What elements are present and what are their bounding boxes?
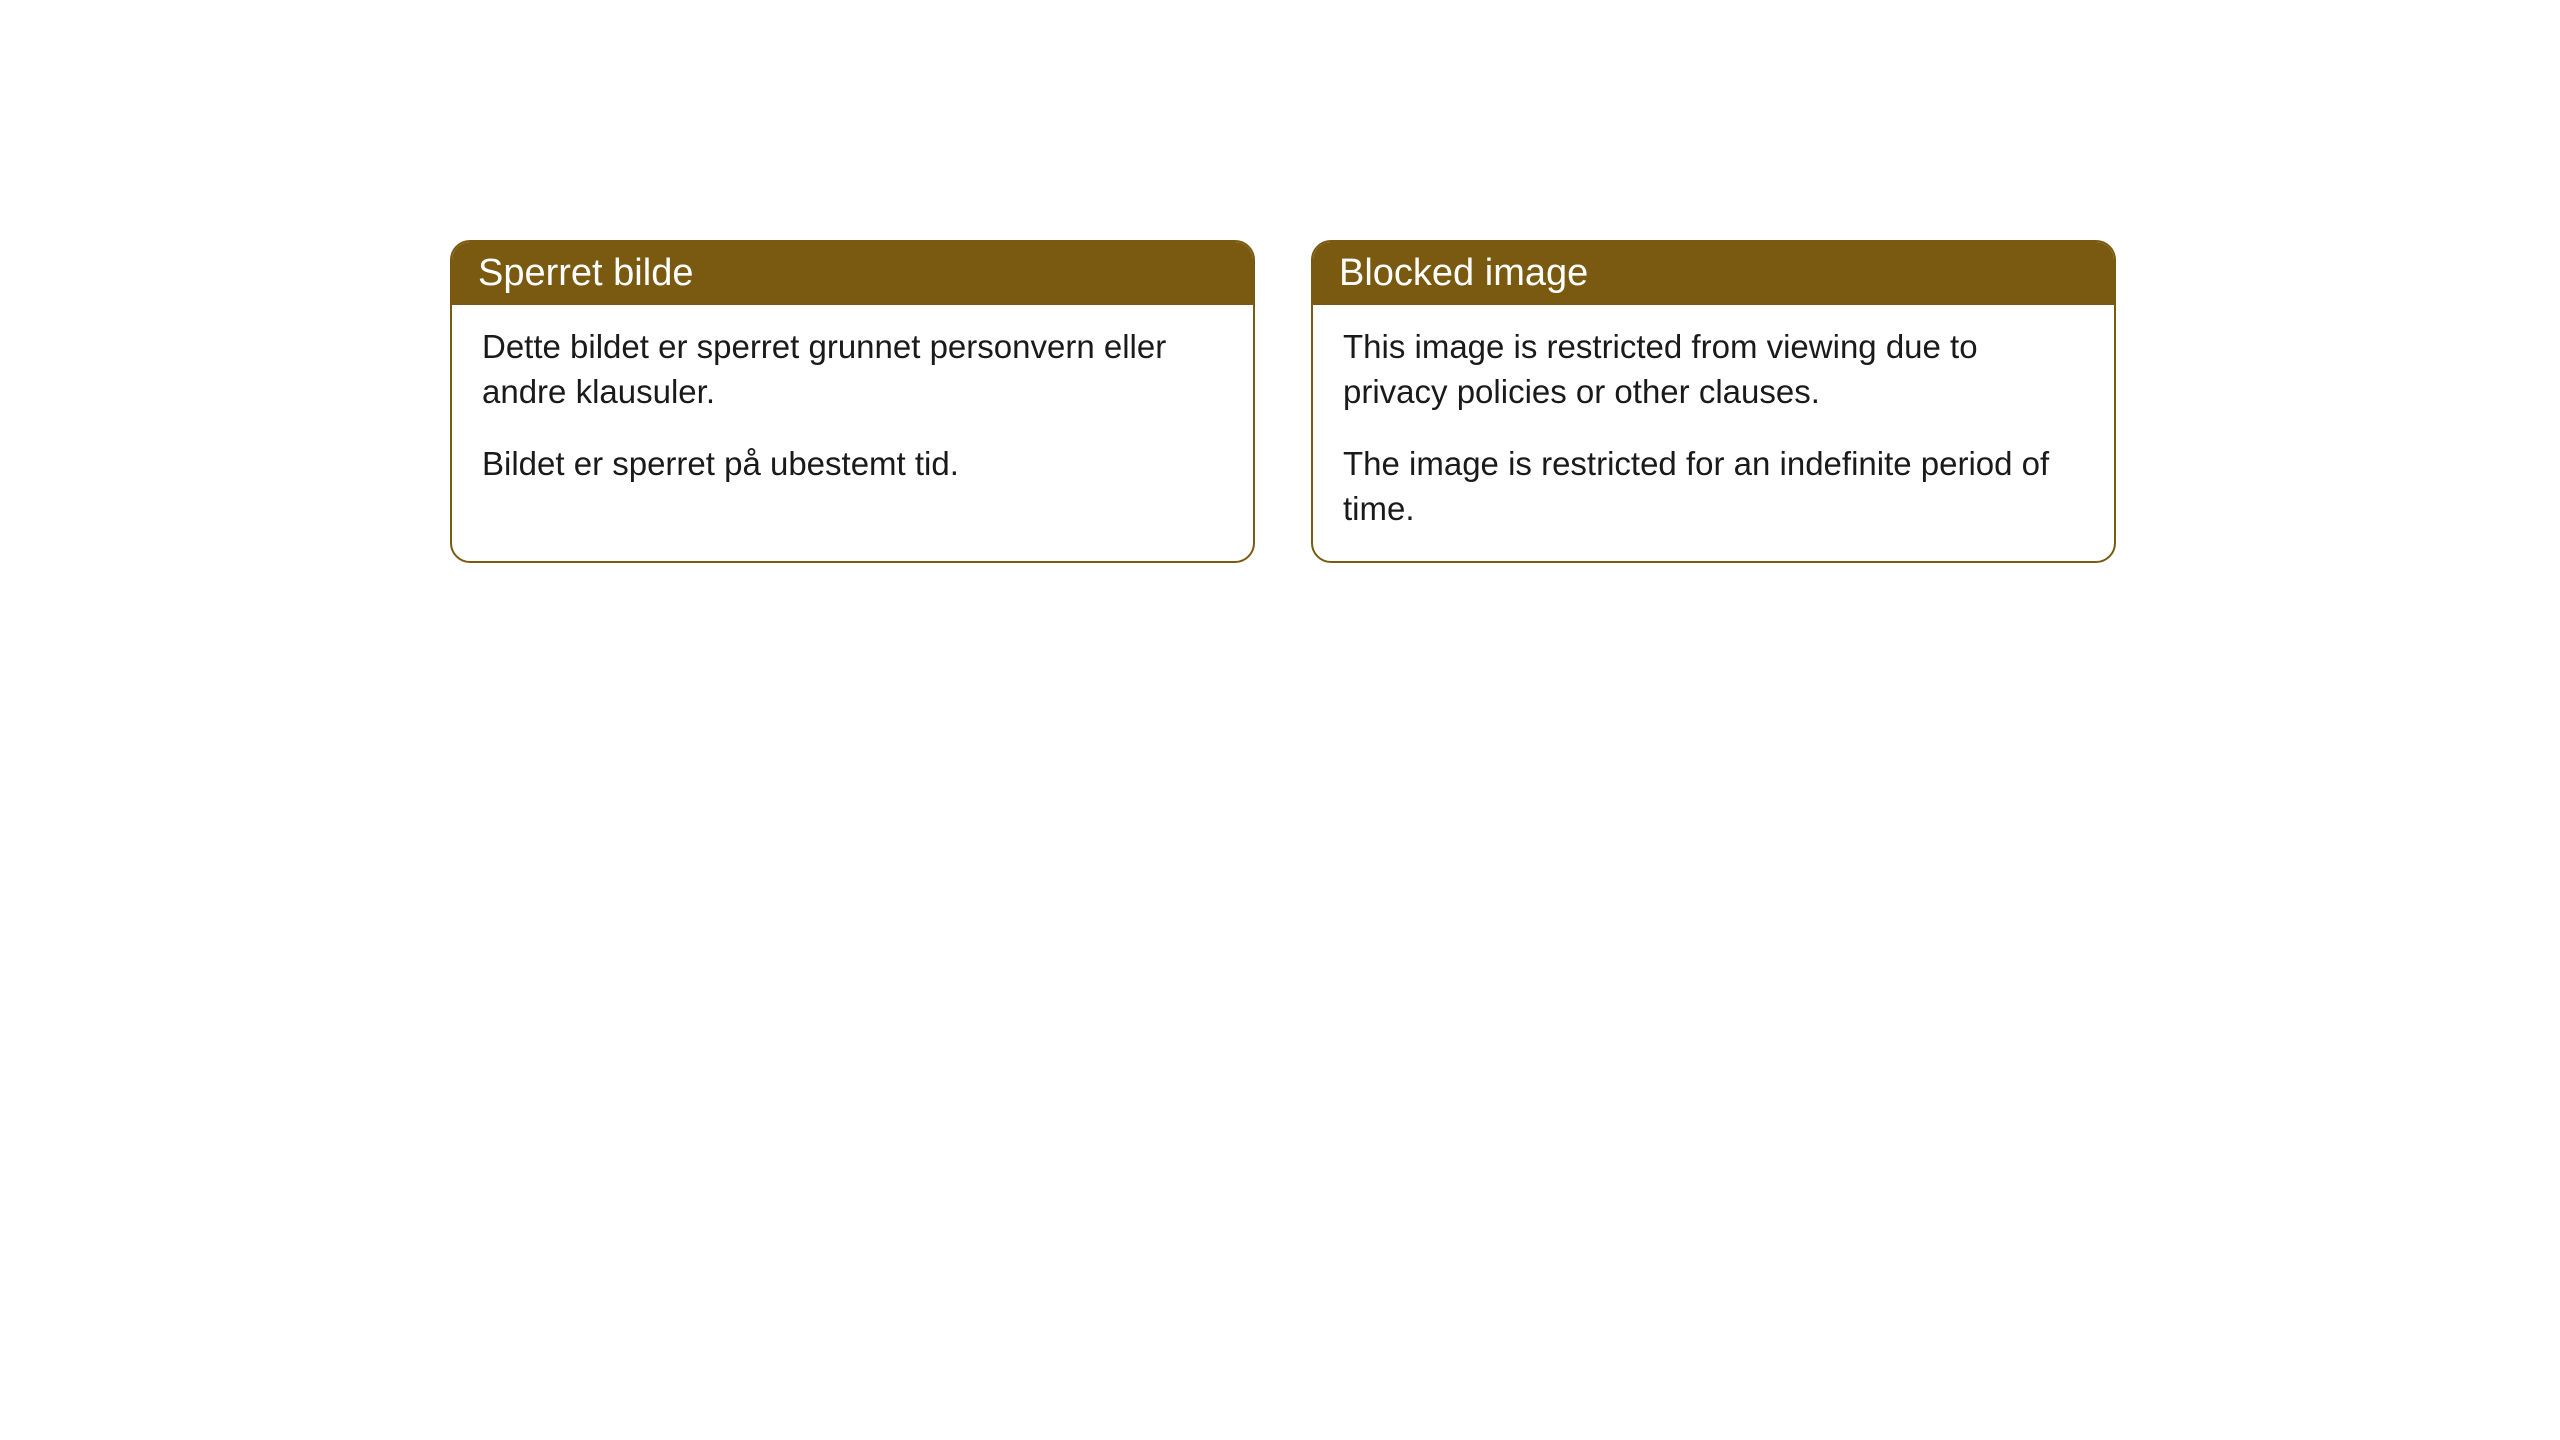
notice-header: Blocked image [1313,242,2114,305]
notice-card-norwegian: Sperret bilde Dette bildet er sperret gr… [450,240,1255,563]
notice-header: Sperret bilde [452,242,1253,305]
notice-title: Blocked image [1339,252,1588,294]
notice-paragraph: The image is restricted for an indefinit… [1343,442,2084,531]
notice-body: This image is restricted from viewing du… [1313,305,2114,561]
notice-title: Sperret bilde [478,252,693,294]
notice-paragraph: Bildet er sperret på ubestemt tid. [482,442,1223,487]
notice-body: Dette bildet er sperret grunnet personve… [452,305,1253,517]
notice-paragraph: Dette bildet er sperret grunnet personve… [482,325,1223,414]
notice-container: Sperret bilde Dette bildet er sperret gr… [450,240,2116,563]
notice-card-english: Blocked image This image is restricted f… [1311,240,2116,563]
notice-paragraph: This image is restricted from viewing du… [1343,325,2084,414]
